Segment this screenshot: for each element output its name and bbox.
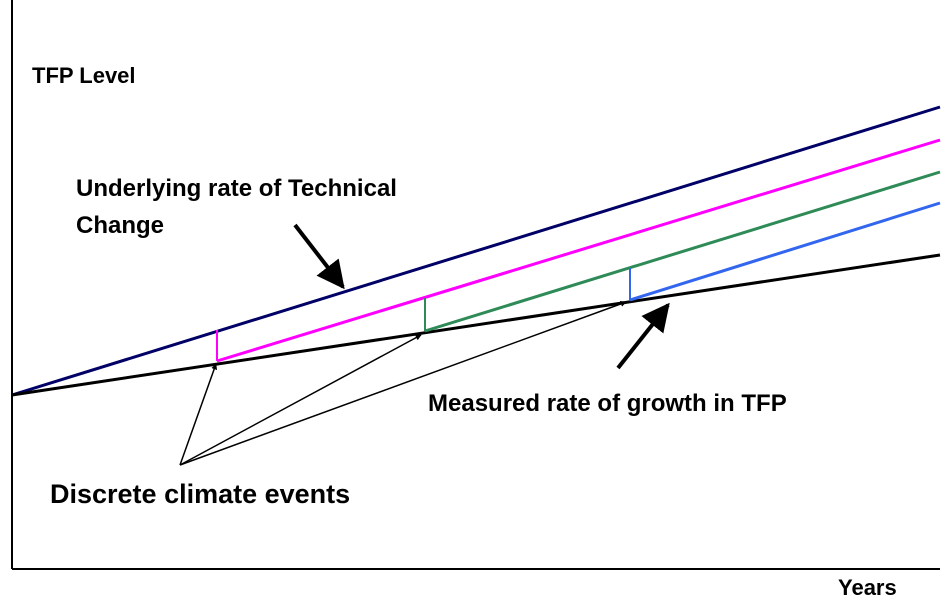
y-axis-label: TFP Level [32,63,136,88]
annotation: Change [76,212,164,239]
arrow [293,223,345,290]
annotation: Measured rate of growth in TFP [428,390,787,417]
arrow [179,334,422,466]
measured-line [11,253,941,397]
shifted-line-3 [629,201,941,302]
annotation: Underlying rate of Technical [76,175,397,202]
x-axis-label: Years [838,575,897,600]
annotation: Discrete climate events [50,479,350,509]
shifted-line-1 [216,138,941,363]
arrow [179,363,218,466]
arrow [616,302,670,370]
shifted-line-2 [424,170,941,333]
arrow [179,301,627,466]
underlying-line [11,105,941,397]
